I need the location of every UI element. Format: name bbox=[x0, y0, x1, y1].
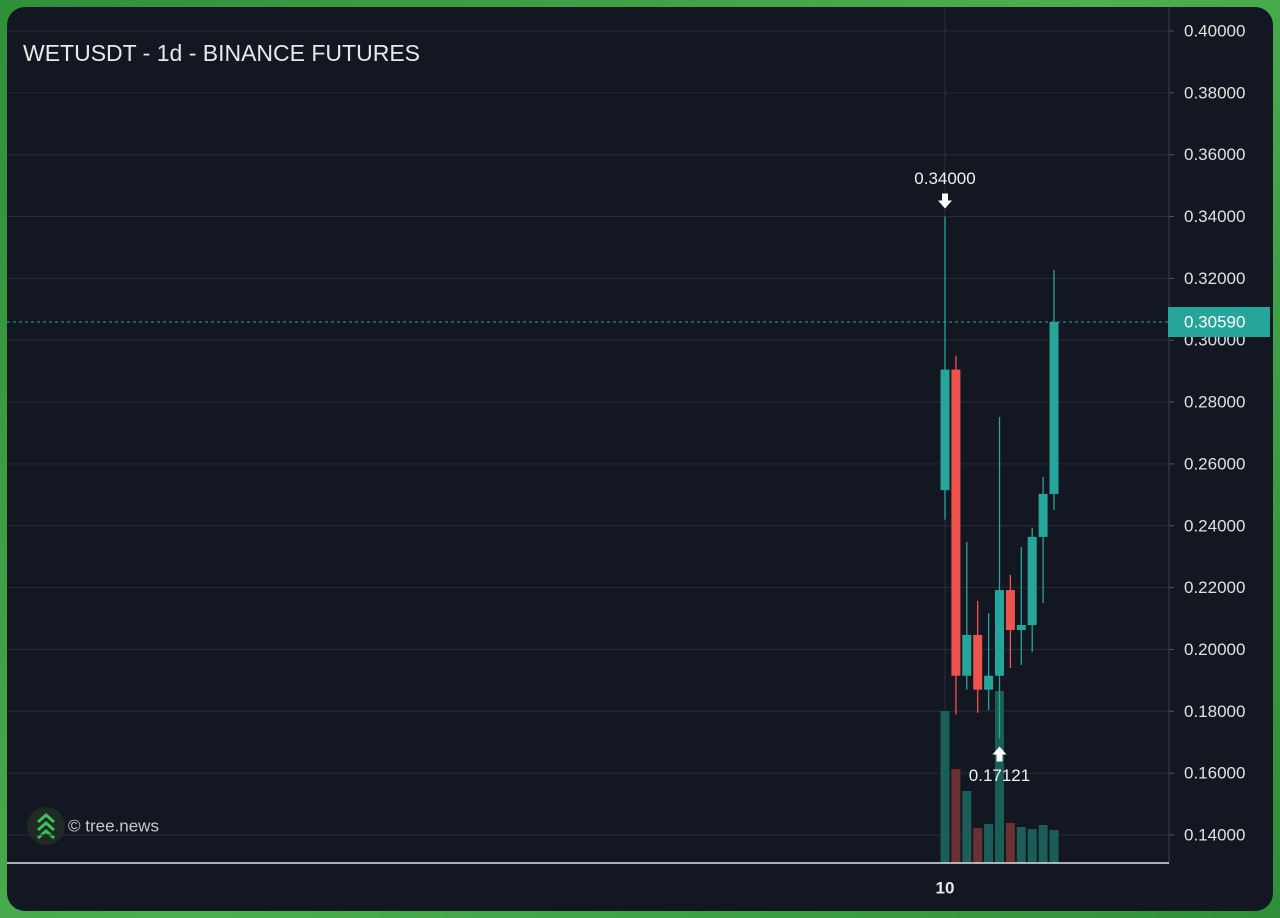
y-tick-label: 0.22000 bbox=[1184, 578, 1245, 597]
watermark: © tree.news bbox=[68, 816, 159, 835]
y-tick-label: 0.18000 bbox=[1184, 702, 1245, 721]
y-tick-label: 0.14000 bbox=[1184, 825, 1245, 844]
volume-bar bbox=[973, 828, 983, 863]
candle-body bbox=[962, 634, 972, 676]
last-price-label: 0.30590 bbox=[1184, 312, 1245, 331]
y-tick-label: 0.36000 bbox=[1184, 145, 1245, 164]
candle-body bbox=[1005, 590, 1015, 630]
candle-body bbox=[940, 369, 950, 491]
watermark-logo bbox=[27, 807, 65, 845]
y-tick-label: 0.40000 bbox=[1184, 21, 1245, 40]
volume-bar bbox=[962, 791, 972, 863]
low-annotation: 0.17121 bbox=[969, 766, 1030, 785]
candle-body bbox=[973, 634, 983, 690]
y-tick-label: 0.16000 bbox=[1184, 764, 1245, 783]
volume-bar bbox=[951, 769, 961, 863]
volume-bar bbox=[995, 691, 1004, 863]
volume-bar bbox=[1038, 825, 1048, 863]
y-tick-label: 0.28000 bbox=[1184, 393, 1245, 412]
x-tick-label: 10 bbox=[936, 878, 955, 897]
candle-body bbox=[1027, 536, 1037, 626]
candle-body bbox=[951, 369, 961, 676]
volume-bar bbox=[1016, 827, 1026, 863]
candle-body bbox=[1049, 321, 1059, 494]
y-tick-label: 0.34000 bbox=[1184, 207, 1245, 226]
y-tick-label: 0.32000 bbox=[1184, 269, 1245, 288]
y-tick-label: 0.20000 bbox=[1184, 640, 1245, 659]
panel bbox=[7, 7, 1273, 911]
high-annotation: 0.34000 bbox=[914, 169, 975, 188]
y-tick-label: 0.38000 bbox=[1184, 83, 1245, 102]
low-arrow bbox=[992, 746, 1007, 762]
candle-body bbox=[995, 590, 1004, 676]
last-price-tag bbox=[1168, 306, 1270, 337]
volume-bar bbox=[1005, 823, 1015, 863]
chart-title: WETUSDT - 1d - BINANCE FUTURES bbox=[23, 40, 420, 66]
volume-bar bbox=[940, 711, 950, 863]
y-tick-label: 0.24000 bbox=[1184, 516, 1245, 535]
candle-body bbox=[984, 675, 994, 690]
y-tick-label: 0.26000 bbox=[1184, 454, 1245, 473]
candle-body bbox=[1038, 493, 1048, 537]
high-arrow bbox=[938, 193, 952, 209]
candle-body bbox=[1016, 625, 1026, 630]
volume-bar bbox=[1049, 830, 1059, 863]
volume-bar bbox=[1027, 829, 1037, 863]
volume-bar bbox=[984, 824, 994, 863]
